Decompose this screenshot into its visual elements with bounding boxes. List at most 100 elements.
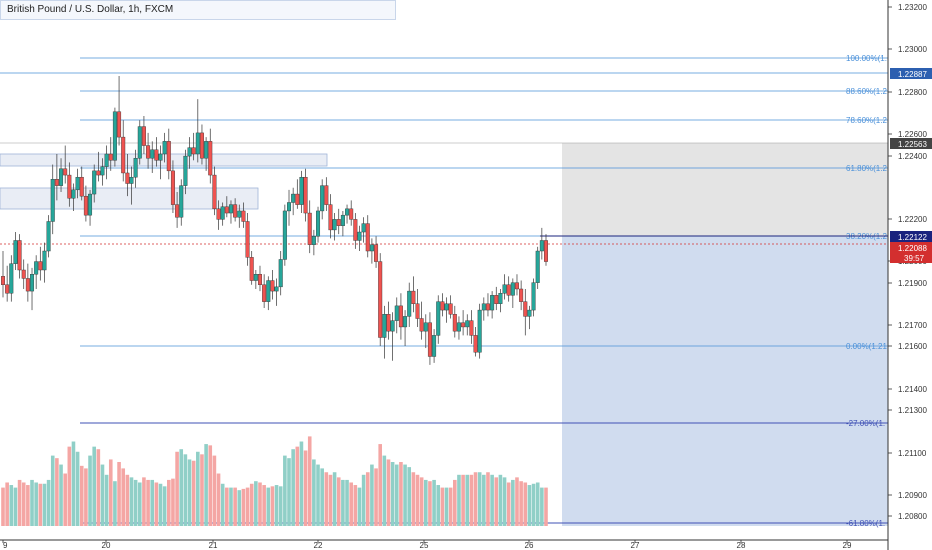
candle-body bbox=[1, 276, 5, 285]
volume-bar bbox=[71, 441, 76, 526]
volume-bar bbox=[299, 441, 304, 526]
volume-bar bbox=[59, 464, 63, 526]
candle-body bbox=[100, 166, 105, 176]
candle-body bbox=[42, 250, 47, 271]
volume-bar bbox=[175, 451, 179, 526]
volume-bar bbox=[386, 459, 391, 526]
volume-bar bbox=[142, 477, 146, 526]
volume-bar bbox=[270, 486, 275, 526]
candle-body bbox=[407, 290, 412, 317]
candle-body bbox=[481, 303, 486, 311]
price-tick-label: 1.22800 bbox=[898, 88, 927, 97]
candle-body bbox=[419, 318, 424, 332]
candle-body bbox=[444, 303, 449, 311]
symbol-title-box[interactable]: British Pound / U.S. Dollar, 1h, FXCM bbox=[0, 0, 396, 20]
volume-bar bbox=[179, 449, 184, 526]
candle-body bbox=[485, 303, 490, 311]
volume-bar bbox=[13, 487, 18, 526]
volume-bar bbox=[220, 483, 225, 526]
candle-body bbox=[378, 261, 383, 338]
volume-bar bbox=[258, 482, 262, 526]
candle-body bbox=[307, 212, 312, 245]
volume-bar bbox=[349, 482, 353, 526]
price-tick-label: 1.23000 bbox=[898, 45, 927, 54]
date-tick-label: 26 bbox=[525, 541, 534, 550]
volume-bar bbox=[229, 487, 233, 526]
candle-body bbox=[365, 223, 370, 252]
candle-body bbox=[108, 153, 113, 161]
candle-body bbox=[75, 176, 80, 191]
volume-bar bbox=[498, 474, 503, 526]
volume-bar bbox=[461, 474, 465, 526]
date-tick-label: 9 bbox=[3, 541, 8, 550]
volume-bar bbox=[403, 464, 407, 526]
candle-body bbox=[274, 286, 279, 292]
fib-label: 100.00%(1. bbox=[846, 54, 887, 63]
volume-bar bbox=[390, 462, 395, 526]
candle-body bbox=[121, 136, 126, 174]
candle-body bbox=[67, 174, 72, 199]
volume-bar bbox=[216, 473, 221, 526]
candle-body bbox=[502, 284, 507, 294]
volume-bar bbox=[21, 482, 26, 526]
volume-bar bbox=[204, 444, 208, 526]
volume-bar bbox=[394, 464, 399, 526]
volume-bar bbox=[225, 487, 229, 526]
volume-bar bbox=[535, 482, 540, 526]
candle-body bbox=[170, 170, 175, 205]
volume-bar bbox=[262, 485, 266, 526]
volume-bar bbox=[108, 459, 113, 526]
volume-bar bbox=[158, 483, 163, 526]
volume-bar bbox=[506, 482, 511, 526]
candle-body bbox=[9, 263, 14, 294]
candle-body bbox=[415, 303, 420, 319]
last-price-label-bg bbox=[890, 242, 932, 263]
volume-bar bbox=[274, 485, 279, 526]
volume-bar bbox=[444, 487, 449, 526]
price-tick-label: 1.21900 bbox=[898, 279, 927, 288]
candle-body bbox=[291, 193, 296, 203]
last-price-label: 1.22088 bbox=[898, 244, 927, 253]
volume-bar bbox=[324, 472, 329, 526]
volume-bar bbox=[345, 479, 349, 526]
volume-bar bbox=[283, 455, 287, 526]
volume-bar bbox=[245, 487, 250, 526]
volume-bar bbox=[121, 468, 126, 526]
candle-body bbox=[369, 244, 374, 252]
volume-bar bbox=[208, 445, 213, 526]
candle-body bbox=[349, 208, 354, 220]
candle-body bbox=[125, 172, 130, 184]
candle-body bbox=[183, 155, 188, 186]
date-tick-label: 20 bbox=[102, 541, 111, 550]
volume-bar bbox=[191, 460, 196, 526]
volume-bar bbox=[5, 482, 9, 526]
candle-body bbox=[21, 269, 26, 279]
volume-bar bbox=[1, 487, 5, 526]
volume-bar bbox=[465, 474, 470, 526]
volume-bar bbox=[365, 472, 370, 526]
candle-body bbox=[63, 168, 68, 176]
candle-body bbox=[17, 240, 22, 271]
volume-bar bbox=[171, 478, 175, 526]
candle-body bbox=[228, 204, 233, 214]
volume-bar bbox=[527, 485, 532, 526]
fib-label: 0.00%(1.21 bbox=[846, 342, 887, 351]
candle-body bbox=[25, 278, 30, 292]
candle-body bbox=[411, 290, 416, 304]
candle-body bbox=[237, 210, 242, 218]
candle-body bbox=[498, 293, 503, 304]
candle-body bbox=[224, 206, 229, 214]
volume-bar bbox=[411, 472, 416, 526]
price-tick-label: 1.20800 bbox=[898, 512, 927, 521]
bar-countdown-label: 39:57 bbox=[904, 254, 925, 263]
price-tick-label: 1.21100 bbox=[898, 449, 927, 458]
price-tick-label: 1.21300 bbox=[898, 406, 927, 415]
candle-body bbox=[494, 295, 499, 304]
candle-body bbox=[353, 219, 358, 241]
price-tick-label: 1.21700 bbox=[898, 321, 927, 330]
candle-body bbox=[527, 309, 532, 317]
candle-body bbox=[133, 158, 138, 178]
volume-bar bbox=[63, 473, 67, 526]
volume-bar bbox=[183, 454, 188, 526]
